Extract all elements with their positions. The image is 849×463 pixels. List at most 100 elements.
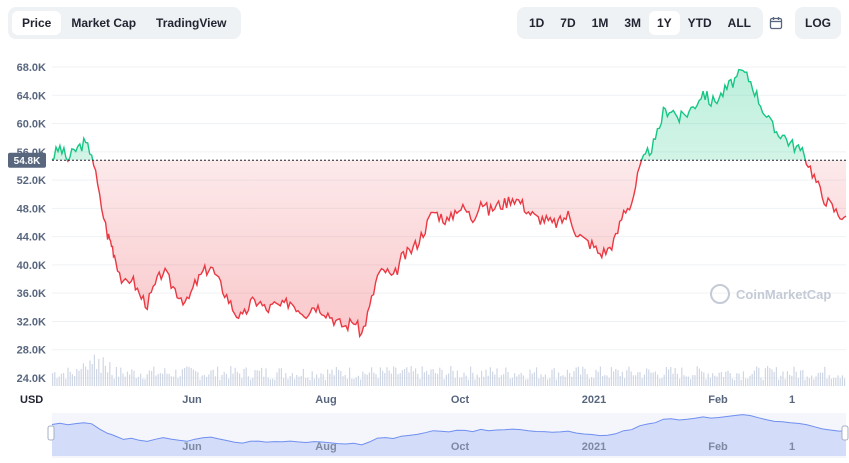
volume-bar: [527, 379, 529, 386]
volume-bar: [599, 366, 601, 386]
volume-bar: [267, 377, 269, 386]
tab-price[interactable]: Price: [12, 11, 62, 35]
volume-bar: [668, 369, 670, 386]
range-all[interactable]: ALL: [727, 16, 751, 30]
range-1m[interactable]: 1M: [591, 16, 609, 30]
volume-bar: [179, 376, 181, 386]
volume-bar: [665, 367, 667, 386]
volume-bar: [190, 367, 192, 386]
volume-bar: [230, 366, 232, 386]
volume-bar: [58, 376, 60, 386]
volume-bar: [386, 367, 388, 386]
volume-bar: [309, 379, 311, 386]
price-line-up: [51, 68, 807, 161]
volume-bar: [401, 370, 403, 386]
volume-bar: [283, 377, 285, 386]
volume-bar: [762, 379, 764, 386]
volume-bar: [445, 374, 447, 386]
navigator-tick-label: 1: [789, 441, 795, 453]
volume-bar: [338, 369, 340, 386]
volume-bar: [192, 369, 194, 386]
volume-bar: [355, 377, 357, 386]
volume-bar: [747, 378, 749, 386]
volume-bar: [505, 367, 507, 386]
price-area-down: [67, 160, 846, 337]
volume-bar: [294, 379, 296, 386]
volume-bar: [533, 372, 535, 386]
log-scale-button[interactable]: LOG: [795, 7, 841, 39]
volume-bar: [738, 373, 740, 386]
volume-bar: [428, 374, 430, 386]
range-7d[interactable]: 7D: [560, 16, 576, 30]
volume-bar: [397, 374, 399, 386]
navigator[interactable]: Jun Aug Oct 2021 Feb 1: [47, 413, 849, 458]
volume-bar: [456, 370, 458, 386]
volume-bar: [650, 372, 652, 386]
volume-bar: [555, 379, 557, 386]
volume-bar: [536, 367, 538, 386]
watermark-text: CoinMarketCap: [736, 287, 831, 302]
volume-bar: [760, 377, 762, 386]
volume-bar: [82, 363, 84, 386]
volume-bar: [824, 366, 826, 386]
volume-bar: [509, 378, 511, 386]
volume-bar: [837, 375, 839, 386]
volume-bar: [56, 378, 58, 386]
volume-bar: [274, 379, 276, 386]
volume-bar: [302, 368, 304, 386]
volume-bar: [492, 371, 494, 386]
navigator-right-handle[interactable]: [841, 425, 849, 441]
volume-bar: [588, 378, 590, 386]
volume-bar: [157, 373, 159, 386]
tab-tradingview[interactable]: TradingView: [156, 16, 227, 30]
volume-bar: [371, 367, 373, 386]
volume-bar: [329, 373, 331, 386]
volume-bar: [844, 378, 846, 386]
volume-bar: [236, 371, 238, 386]
volume-bar: [239, 373, 241, 386]
volume-bar: [637, 372, 639, 386]
volume-bar: [826, 378, 828, 386]
volume-bar: [287, 379, 289, 386]
range-ytd[interactable]: YTD: [687, 16, 712, 30]
volume-bar: [450, 366, 452, 386]
navigator-tick-label: Oct: [451, 441, 470, 453]
volume-bar: [278, 368, 280, 386]
chart-type-tabs: Price Market Cap TradingView: [8, 7, 241, 39]
volume-bar: [104, 365, 106, 386]
volume-bar: [96, 368, 98, 386]
volume-bar: [351, 378, 353, 386]
navigator-left-handle[interactable]: [47, 425, 55, 441]
range-1d[interactable]: 1D: [528, 16, 545, 30]
volume-bar: [228, 378, 230, 386]
volume-bar: [250, 379, 252, 386]
volume-bar: [593, 378, 595, 386]
volume-bar: [109, 362, 111, 386]
volume-bar: [89, 360, 91, 386]
range-group: 1D 7D 1M 3M 1Y YTD ALL: [516, 7, 763, 39]
volume-bar: [538, 378, 540, 386]
volume-bar: [767, 366, 769, 386]
navigator-area: [52, 414, 846, 456]
tab-market-cap[interactable]: Market Cap: [71, 16, 137, 30]
volume-bar: [553, 368, 555, 386]
volume-bar: [646, 368, 648, 386]
volume-bar: [617, 370, 619, 386]
range-3m[interactable]: 3M: [624, 16, 641, 30]
volume-bar: [162, 373, 164, 386]
range-1y[interactable]: 1Y: [648, 11, 680, 35]
watermark: CoinMarketCap: [710, 284, 831, 304]
volume-bar: [135, 378, 137, 386]
volume-bar: [793, 366, 795, 386]
volume-bar: [333, 375, 335, 386]
volume-bar: [833, 377, 835, 386]
volume-bar: [813, 379, 815, 386]
volume-bar: [254, 370, 256, 386]
volume-bar: [472, 372, 474, 386]
volume-bar: [404, 368, 406, 386]
volume-bar: [289, 376, 291, 386]
volume-bar: [452, 370, 454, 386]
volume-bar: [544, 374, 546, 386]
volume-bar: [663, 374, 665, 386]
calendar-icon[interactable]: [763, 11, 789, 35]
